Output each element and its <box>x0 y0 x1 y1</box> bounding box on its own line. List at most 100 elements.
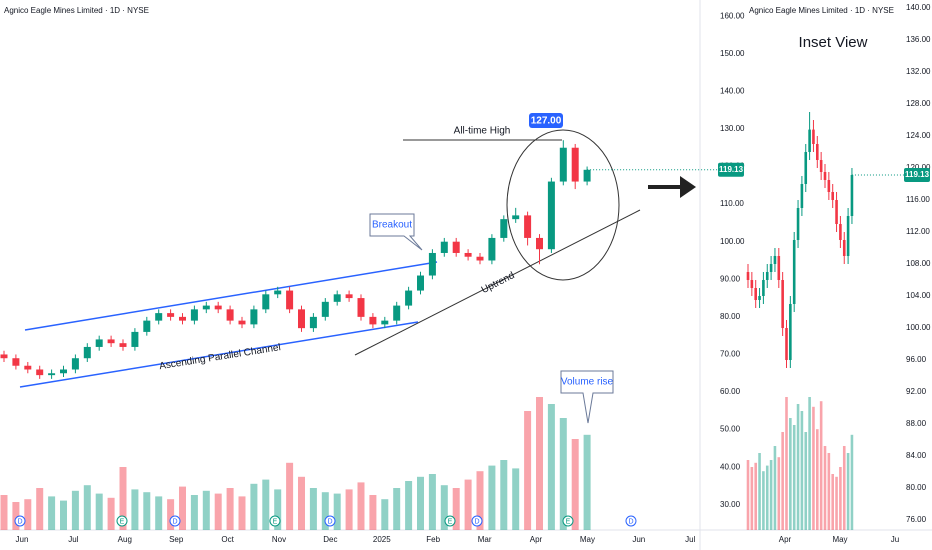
y-tick-label: 90.00 <box>720 274 741 283</box>
event-letter: D <box>327 518 332 525</box>
candle-body <box>777 256 781 280</box>
volume-bar <box>452 488 460 530</box>
candle-body <box>816 144 819 160</box>
volume-bar <box>762 471 765 530</box>
y-tick-label: 130.00 <box>720 124 745 133</box>
volume-bar <box>286 462 294 530</box>
volume-bar <box>812 406 815 530</box>
volume-bar <box>816 429 819 530</box>
inset-title: Agnico Eagle Mines Limited · 1D · NYSE <box>749 6 894 15</box>
event-icon <box>14 515 26 527</box>
event-icon <box>269 515 281 527</box>
candle-body <box>792 240 796 304</box>
volume-bar <box>95 493 103 530</box>
candle-body <box>789 304 792 360</box>
event-letter: D <box>17 518 22 525</box>
candle-body <box>812 129 815 144</box>
candle-body <box>369 316 377 325</box>
candle-body <box>393 305 401 321</box>
event-icon <box>444 515 456 527</box>
volume-bar <box>190 495 198 530</box>
volume-bar <box>800 411 804 530</box>
candle-body <box>131 331 139 347</box>
volume-bar <box>835 476 838 530</box>
ath-badge-text: 127.00 <box>531 116 562 127</box>
volume-bar <box>769 460 773 530</box>
candle-body <box>12 358 20 366</box>
volume-callout <box>560 370 614 424</box>
x-tick-label: Jun <box>16 535 29 544</box>
candle-body <box>831 192 834 200</box>
volume-bar <box>571 439 579 530</box>
candle-body <box>417 275 424 291</box>
candle-body <box>381 320 389 325</box>
volume-bar <box>785 397 788 530</box>
y-tick-label: 140.00 <box>906 3 931 12</box>
highlight-circle <box>506 129 620 281</box>
volume-bar <box>547 404 555 530</box>
candle-body <box>773 256 777 264</box>
volume-bar <box>369 495 377 530</box>
volume-bar <box>36 488 44 530</box>
volume-bar <box>428 474 436 530</box>
candle-body <box>850 174 854 216</box>
volume-bar <box>321 492 329 530</box>
channel-lower <box>19 321 419 388</box>
candle-body <box>95 339 103 347</box>
candle-body <box>238 320 246 325</box>
volume-bar <box>345 489 353 530</box>
candle-body <box>571 147 579 182</box>
candle-body <box>785 328 788 360</box>
candle-body <box>107 339 115 344</box>
volume-bar <box>781 432 784 530</box>
candle-body <box>298 309 305 329</box>
volume-bar <box>583 434 591 530</box>
candle-body <box>0 354 8 359</box>
x-tick-label: May <box>580 535 595 544</box>
event-letter: E <box>273 518 278 525</box>
candle-body <box>559 147 567 182</box>
y-tick-label: 132.00 <box>906 67 931 76</box>
candle-body <box>808 129 811 152</box>
volume-bar <box>60 500 67 530</box>
candle-body <box>781 280 784 328</box>
volume-bar <box>143 492 151 530</box>
last-price-badge <box>904 167 930 182</box>
volume-bar <box>808 397 811 530</box>
x-tick-label: Sep <box>169 535 184 544</box>
volume-bar <box>464 479 472 530</box>
candle-body <box>24 365 32 370</box>
candle-body <box>827 180 831 192</box>
candle-body <box>83 346 91 359</box>
event-icon <box>471 515 483 527</box>
candle-body <box>839 224 842 240</box>
volume-bar <box>846 453 850 530</box>
volume-bar <box>131 489 139 530</box>
volume-bar <box>758 453 761 530</box>
candle-body <box>804 152 808 184</box>
volume-bar <box>250 483 258 530</box>
x-tick-label: Feb <box>426 535 440 544</box>
candle-body <box>500 219 508 238</box>
candle-body <box>155 313 163 321</box>
candle-body <box>357 298 365 317</box>
candle-body <box>512 215 520 220</box>
candle-body <box>405 290 413 306</box>
y-tick-label: 136.00 <box>906 35 931 44</box>
volume-bar <box>179 486 186 530</box>
volume-bar <box>831 474 834 530</box>
candle-body <box>762 280 765 296</box>
candle-body <box>119 343 127 347</box>
event-letter: E <box>448 518 453 525</box>
candle-body <box>823 172 827 180</box>
candle-body <box>758 296 761 300</box>
volume-bar <box>819 401 823 530</box>
candle-body <box>476 256 484 261</box>
volume-bar <box>823 446 827 530</box>
event-letter: D <box>172 518 177 525</box>
volume-text: Volume rise <box>561 377 614 388</box>
x-tick-label: Nov <box>272 535 286 544</box>
volume-bar <box>107 497 115 530</box>
breakout-text: Breakout <box>372 220 412 231</box>
